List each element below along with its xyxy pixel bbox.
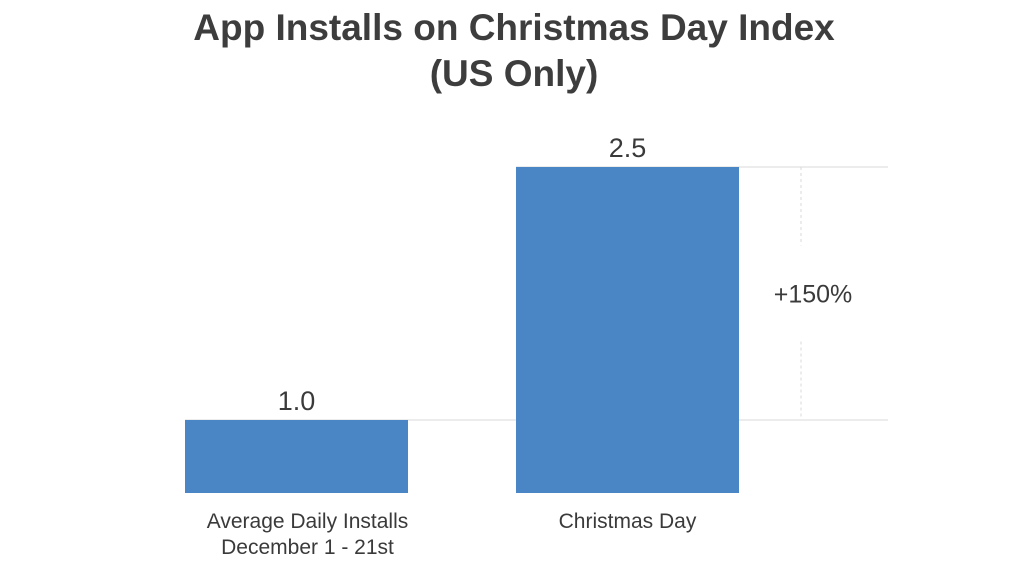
chart-title-line-1: App Installs on Christmas Day Index xyxy=(193,7,835,48)
chart-title-line-2: (US Only) xyxy=(429,53,599,94)
labels: 1.0 Average Daily Installs December 1 - 21… xyxy=(207,133,697,559)
category-label: December 1 - 21st xyxy=(221,536,394,559)
category-label: Average Daily Installs xyxy=(207,510,409,533)
percent-change-label: +150% xyxy=(774,281,853,309)
bar-value-label: 1.0 xyxy=(278,386,316,416)
bars xyxy=(185,167,739,493)
change-annotation: +150% xyxy=(774,167,853,420)
bar-value-label: 2.5 xyxy=(609,133,647,163)
bar xyxy=(185,420,408,493)
category-label: Christmas Day xyxy=(559,510,697,533)
bar xyxy=(516,167,739,493)
